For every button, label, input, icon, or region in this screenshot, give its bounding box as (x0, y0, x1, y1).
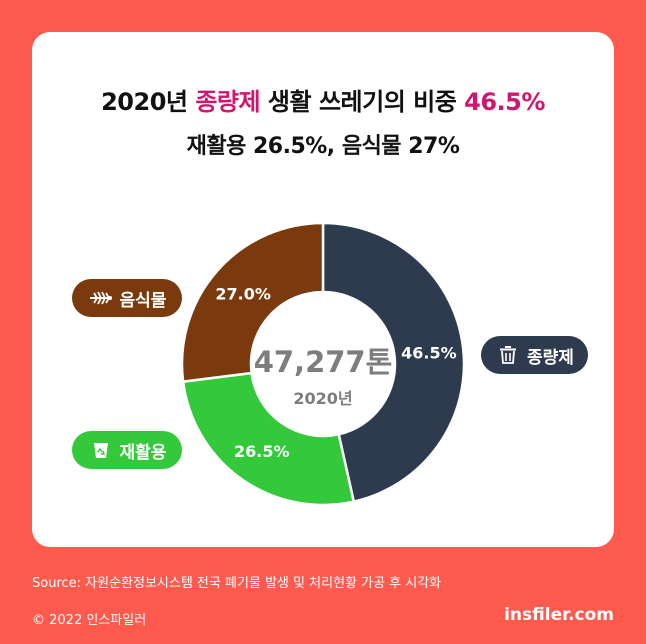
legend-recycle-label: 재활용 (119, 442, 167, 463)
legend-food-label: 음식물 (119, 290, 167, 311)
source-note: Source: 자원순환정보시스템 전국 폐기물 발생 및 처리현황 가공 후 … (32, 576, 442, 591)
donut-slice-1 (321, 221, 466, 504)
legend-food: 음식물 (72, 279, 182, 317)
trash-can-icon (495, 344, 521, 366)
recycle-bin-icon (88, 439, 114, 461)
legend-recycle: 재활용 (72, 431, 182, 469)
center-total: 47,277톤 (254, 345, 393, 379)
legend-general-label: 종량제 (527, 347, 574, 368)
chart-subtitle: 재활용 26.5%, 음식물 27% (186, 134, 460, 159)
donut-slice-2 (181, 371, 356, 507)
fishbone-icon (88, 287, 114, 309)
title-accent: 종량제 (195, 88, 261, 116)
site-link[interactable]: insfiler.com (504, 605, 614, 625)
slice-value-label-3: 27.0% (215, 285, 271, 304)
legend-general: 종량제 (481, 336, 588, 374)
center-year: 2020년 (293, 389, 352, 408)
slice-value-label-1: 46.5% (401, 343, 457, 362)
donut-slice-3 (180, 221, 325, 384)
chart-title: 2020년 종량제 생활 쓰레기의 비중 46.5% (101, 88, 545, 116)
slice-value-label-2: 26.5% (234, 442, 290, 461)
title-value: 46.5% (464, 88, 545, 116)
copyright: © 2022 인스파일러 (32, 613, 147, 628)
